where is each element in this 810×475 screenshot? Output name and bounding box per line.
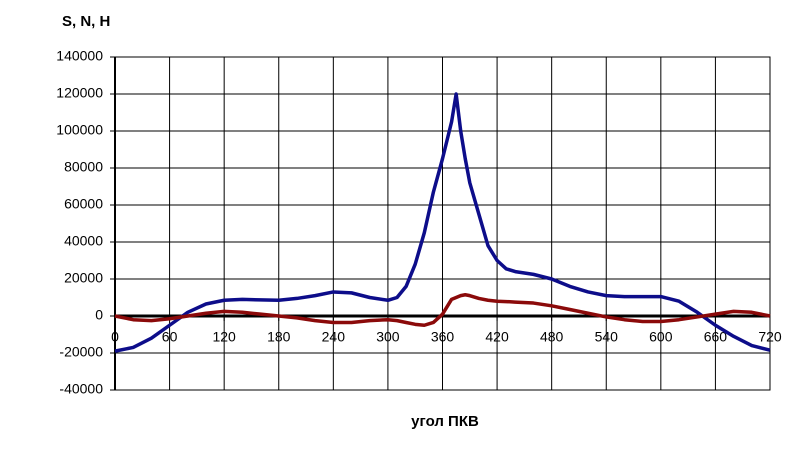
chart-title: S, N, H [62, 13, 110, 30]
y-tick-label: 20000 [64, 270, 103, 286]
y-tick-label: 80000 [64, 159, 103, 175]
y-tick-label: 120000 [56, 85, 103, 101]
x-tick-label: 540 [595, 329, 619, 345]
x-tick-label: 240 [322, 329, 346, 345]
x-tick-label: 360 [431, 329, 455, 345]
y-tick-label: 40000 [64, 233, 103, 249]
data-line [114, 92, 771, 353]
y-tick-label: 140000 [56, 48, 103, 64]
x-axis-label: угол ПКВ [411, 413, 479, 430]
x-tick-label: 420 [485, 329, 509, 345]
y-tick-label: -20000 [59, 344, 103, 360]
x-tick-label: 60 [162, 329, 178, 345]
y-tick-label: 60000 [64, 196, 103, 212]
x-tick-label: 600 [649, 329, 673, 345]
y-tick-label: -40000 [59, 381, 103, 397]
data-line [114, 292, 771, 327]
x-tick-label: 720 [758, 329, 782, 345]
x-tick-label: 480 [540, 329, 564, 345]
y-tick-label: 0 [95, 307, 103, 323]
x-tick-label: 180 [267, 329, 291, 345]
x-tick-label: 660 [704, 329, 728, 345]
y-tick-label: 100000 [56, 122, 103, 138]
x-tick-label: 300 [376, 329, 400, 345]
x-tick-label: 120 [212, 329, 236, 345]
